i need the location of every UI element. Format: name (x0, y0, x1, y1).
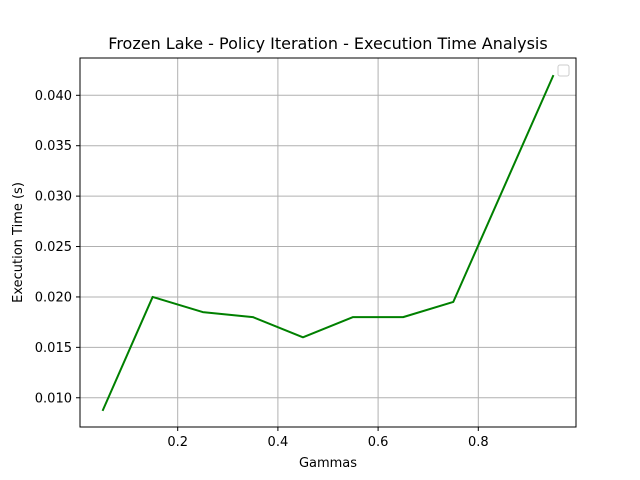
series-group (101, 74, 555, 412)
y-tick-label: 0.015 (35, 341, 72, 356)
series-line (101, 74, 555, 412)
axes-frame (79, 57, 577, 428)
x-tick-label: 0.4 (268, 435, 289, 450)
y-tick-label: 0.040 (35, 89, 72, 104)
y-tick-label: 0.030 (35, 190, 72, 205)
y-tick-label: 0.010 (35, 391, 72, 406)
y-tick-label: 0.020 (35, 290, 72, 305)
ticks: 0.2 0.4 0.6 0.8 0.010 0.015 0.020 0.025 0.030 0.0… (35, 89, 489, 450)
x-tick-label: 0.2 (167, 435, 188, 450)
legend (557, 64, 570, 77)
y-tick-label: 0.025 (35, 240, 72, 255)
grid (80, 58, 576, 427)
chart-title: Frozen Lake - Policy Iteration - Executi… (108, 34, 547, 53)
y-axis-label: Execution Time (s) (11, 182, 26, 303)
x-tick-label: 0.8 (468, 435, 489, 450)
x-axis-label: Gammas (299, 456, 357, 471)
x-tick-label: 0.6 (368, 435, 389, 450)
y-tick-label: 0.035 (35, 139, 72, 154)
